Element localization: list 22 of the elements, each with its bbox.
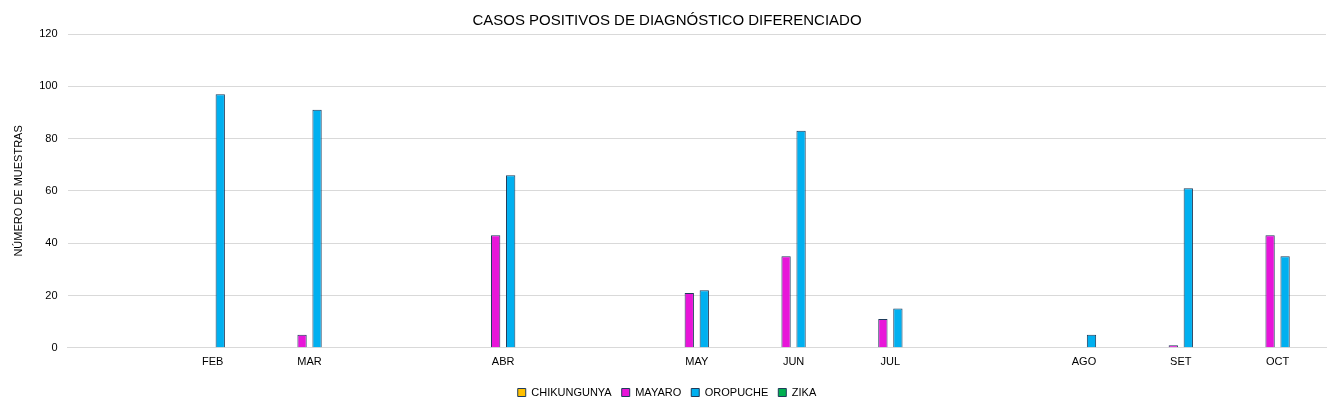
x-tick-label: FEB (202, 355, 224, 368)
y-tick-label: 60 (45, 183, 58, 196)
x-tick-label: JUL (880, 355, 901, 368)
chart-title: CASOS POSITIVOS DE DIAGNÓSTICO DIFERENCIADO (472, 11, 862, 29)
y-tick-label: 120 (39, 27, 58, 40)
x-tick-label: ABR (491, 355, 515, 368)
y-tick-label: 40 (45, 236, 58, 249)
legend-label: OROPUCHE (704, 385, 769, 398)
legend-label: CHIKUNGUNYA (531, 385, 613, 398)
x-tick-label: MAY (685, 355, 709, 368)
y-tick-label: 80 (45, 131, 58, 144)
x-tick-label: MAR (297, 355, 322, 368)
y-tick-label: 0 (51, 340, 58, 353)
legend-label: MAYARO (635, 385, 682, 398)
x-tick-label: SET (1170, 355, 1192, 368)
y-tick-label: 100 (39, 79, 58, 92)
y-tick-label: 20 (45, 288, 58, 301)
x-tick-label: OCT (1265, 355, 1290, 368)
x-tick-label: JUN (782, 355, 805, 368)
y-axis-title: NÚMERO DE MUESTRAS (11, 125, 24, 257)
legend-label: ZIKA (791, 385, 817, 398)
x-tick-label: AGO (1071, 355, 1097, 368)
